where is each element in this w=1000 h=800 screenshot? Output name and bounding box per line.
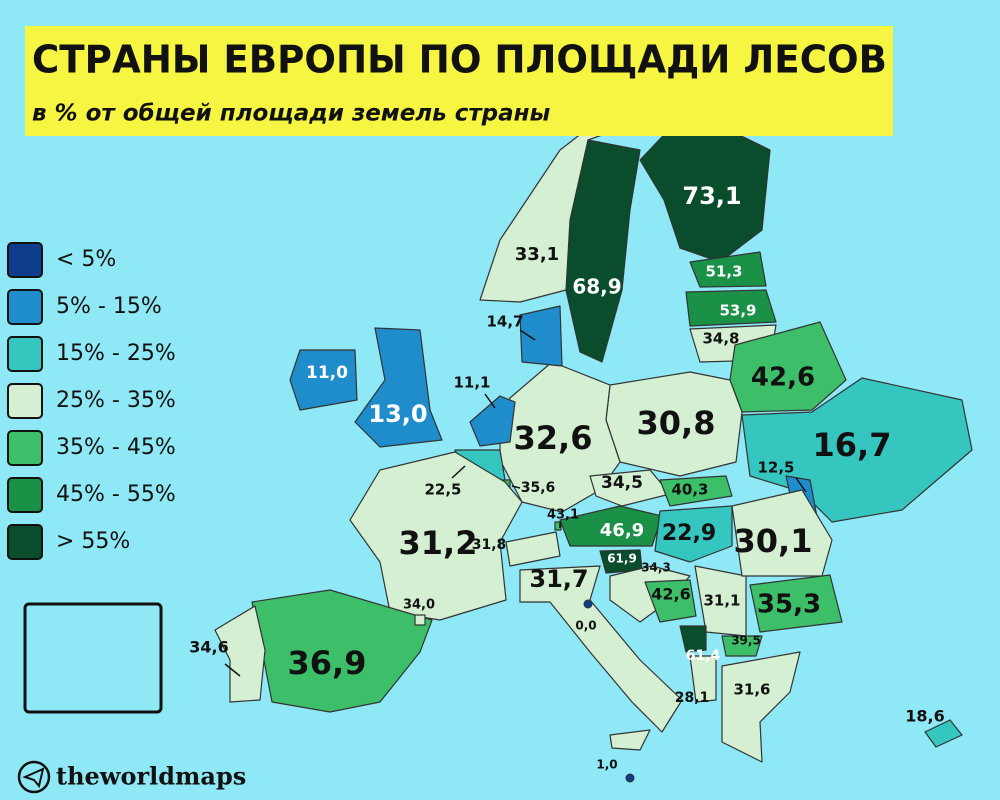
telegram-plane	[22, 767, 45, 789]
country-label: 39,5	[731, 634, 761, 648]
leader-line	[519, 329, 536, 341]
legend-label: < 5%	[56, 247, 116, 272]
country-label: 34,0	[403, 598, 435, 613]
country-label: 14,7	[486, 313, 523, 331]
country-label: 35,6	[521, 480, 556, 496]
legend-swatch	[7, 477, 43, 513]
country	[924, 719, 963, 748]
country	[721, 635, 763, 657]
country-label: 35,3	[757, 590, 821, 620]
country	[519, 565, 683, 751]
country-label: 22,9	[662, 521, 716, 546]
country	[689, 655, 717, 703]
country-label: 11,0	[306, 363, 348, 383]
leader-line	[484, 393, 496, 409]
leader-line	[451, 465, 466, 479]
legend-label: > 55%	[56, 529, 130, 554]
title: СТРАНЫ ЕВРОПЫ ПО ПЛОЩАДИ ЛЕСОВ	[32, 38, 887, 82]
country-label: 18,6	[905, 707, 944, 726]
legend-label: 25% - 35%	[56, 388, 176, 413]
country-label: 30,8	[637, 404, 716, 442]
leader-line	[511, 485, 521, 489]
legend-swatch	[7, 242, 43, 278]
legend-swatch	[7, 430, 43, 466]
country-label: 43,1	[547, 508, 579, 523]
country	[654, 505, 733, 563]
country-label: 31,1	[703, 592, 740, 610]
country-label: 40,3	[671, 481, 708, 499]
legend-swatch	[7, 336, 43, 372]
country	[289, 349, 358, 411]
country-label: 42,6	[651, 585, 690, 604]
countries	[39, 95, 973, 783]
legend-label: 15% - 25%	[56, 341, 176, 366]
country-label: 53,9	[719, 302, 756, 320]
legend: < 5% 5% - 15% 15% - 25% 25% - 35% 35% - 45% 4…	[7, 242, 176, 560]
leader-line	[224, 663, 241, 677]
country-label: 46,9	[600, 520, 644, 541]
country	[214, 605, 266, 703]
country	[251, 589, 433, 713]
country	[679, 625, 707, 653]
country-label: 16,7	[813, 426, 892, 464]
country	[689, 251, 767, 288]
country-label: 31,2	[399, 524, 478, 562]
country-label: 51,3	[705, 263, 742, 281]
country	[731, 489, 833, 577]
country	[644, 579, 697, 623]
country	[625, 773, 635, 783]
legend-swatch	[7, 524, 43, 560]
country-label: 42,6	[751, 363, 815, 393]
country-label: 1,0	[596, 758, 617, 772]
country	[721, 651, 801, 763]
telegram-icon	[17, 760, 51, 794]
country-labels: 73,1 68,9 33,1 51,3 53,9 34,8 42,6 16,7 12,5 30,8…	[71, 182, 945, 772]
country-label: 31,7	[529, 565, 588, 593]
country	[685, 289, 777, 327]
country	[749, 574, 843, 633]
country-label: 11,1	[453, 374, 490, 392]
country-label: 13,0	[368, 400, 427, 428]
country-label: 31,8	[472, 537, 507, 553]
country-label: 34,8	[702, 330, 739, 348]
country-label: 32,6	[514, 419, 593, 457]
subtitle: в % от общей площади земель страны	[32, 101, 551, 127]
country-label: 61,4	[686, 648, 721, 664]
leader-line	[795, 477, 807, 493]
country-label: 68,9	[572, 275, 621, 299]
country	[589, 469, 671, 507]
country	[349, 451, 523, 621]
country-label: 30,1	[734, 522, 813, 560]
country-label: 22,5	[424, 481, 461, 499]
country-label: 31,6	[733, 681, 770, 699]
country	[519, 305, 563, 367]
country	[583, 599, 593, 609]
legend-label: 5% - 15%	[56, 294, 162, 319]
country	[505, 531, 561, 567]
country-label: 34,6	[189, 638, 228, 657]
legend-label: 45% - 55%	[56, 482, 176, 507]
country	[659, 475, 733, 507]
title-box	[25, 26, 893, 136]
country	[414, 614, 426, 626]
country-label: 73,1	[682, 182, 741, 210]
iceland-inset	[23, 602, 163, 714]
country-label: 0,0	[575, 619, 596, 633]
country	[469, 395, 516, 447]
legend-label: 35% - 45%	[56, 435, 176, 460]
legend-swatch	[7, 289, 43, 325]
country-label: 12,5	[757, 459, 794, 477]
brand: theworldmaps	[56, 762, 246, 791]
country-label: 36,9	[288, 644, 367, 682]
country-label: 61,9	[607, 552, 637, 566]
country-label: 28,1	[675, 690, 710, 706]
country-label: 34,3	[641, 561, 671, 575]
legend-swatch	[7, 383, 43, 419]
country	[354, 327, 443, 448]
country-label: 33,1	[515, 244, 559, 265]
country-label: 34,5	[601, 473, 643, 493]
